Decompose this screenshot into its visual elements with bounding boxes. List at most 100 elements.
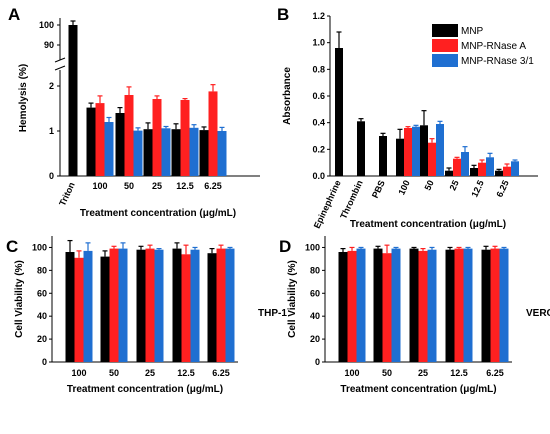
ytick-label-a: 0 — [49, 171, 54, 181]
panel-letter-b: B — [277, 5, 289, 24]
bar-d-mnp-rnase-a-4 — [490, 248, 500, 362]
xtick-label-b: Thrombin — [338, 179, 365, 221]
bar-d-mnp-rnase-3-1-0 — [356, 248, 366, 362]
ytick-label-a: 1 — [49, 126, 54, 136]
bar-a-mnp-3 — [143, 129, 153, 176]
bar-b-mnp-0 — [335, 48, 343, 176]
bar-a-mnp-rnase-3-1-2 — [133, 130, 143, 176]
xtick-label-c: 25 — [145, 368, 155, 378]
xtick-label-d: 25 — [418, 368, 428, 378]
bar-b-mnp-3 — [396, 138, 404, 176]
bar-c-mnp-0 — [65, 252, 75, 362]
y-axis-title-a: Hemolysis (%) — [18, 64, 29, 132]
panel-letter-c: C — [6, 237, 18, 256]
y-axis-title-c: Cell Viability (%) — [14, 260, 25, 338]
bar-b-mnp-rnase-a-6 — [478, 162, 486, 176]
xtick-label-a: 100 — [92, 181, 107, 191]
bar-d-mnp-0 — [338, 252, 348, 362]
x-axis-title-c: Treatment concentration (μg/mL) — [67, 384, 223, 395]
bar-a-mnp-0 — [68, 25, 78, 176]
bar-a-mnp-rnase-a-5 — [208, 91, 218, 176]
ytick-label-a: 90 — [44, 40, 54, 50]
cell-line-label-d: VERO — [526, 308, 550, 319]
ytick-label-c: 100 — [32, 242, 47, 252]
xtick-label-a: 25 — [152, 181, 162, 191]
bar-d-mnp-4 — [481, 249, 491, 362]
y-axis-title-d: Cell Viability (%) — [287, 260, 298, 338]
bar-a-mnp-rnase-3-1-1 — [104, 122, 114, 176]
bar-b-mnp-rnase-a-7 — [503, 166, 511, 176]
bar-c-mnp-rnase-a-4 — [216, 248, 226, 362]
x-axis-title-d: Treatment concentration (μg/mL) — [340, 384, 496, 395]
xtick-label-b: 100 — [396, 179, 411, 197]
ytick-label-b: 1.2 — [312, 11, 325, 21]
bar-d-mnp-1 — [373, 248, 383, 362]
bar-d-mnp-rnase-3-1-3 — [463, 248, 473, 362]
ytick-label-b: 0.6 — [312, 91, 325, 101]
xtick-label-b: Epinephrine — [312, 179, 343, 230]
legend-label: MNP-RNase A — [461, 41, 526, 52]
x-axis-title-a: Treatment concentration (μg/mL) — [80, 208, 236, 219]
bar-d-mnp-rnase-a-2 — [418, 250, 428, 362]
legend-label: MNP — [461, 26, 484, 37]
xtick-label-c: 50 — [109, 368, 119, 378]
ytick-label-a: 2 — [49, 81, 54, 91]
xtick-label-a: 6.25 — [204, 181, 222, 191]
bar-c-mnp-4 — [207, 253, 217, 362]
panel-letter-a: A — [8, 5, 20, 24]
xtick-label-b: PBS — [370, 179, 387, 200]
ytick-label-d: 20 — [310, 334, 320, 344]
xtick-label-d: 12.5 — [450, 368, 468, 378]
xtick-label-d: 100 — [344, 368, 359, 378]
ytick-label-c: 80 — [37, 265, 47, 275]
bar-b-mnp-rnase-3-1-5 — [461, 152, 469, 176]
bar-c-mnp-rnase-3-1-0 — [83, 250, 93, 362]
cell-line-label-c: THP-1 — [258, 308, 287, 319]
ytick-label-c: 0 — [42, 357, 47, 367]
bar-c-mnp-rnase-3-1-1 — [118, 248, 128, 362]
bar-a-mnp-1 — [86, 107, 96, 176]
bar-a-mnp-rnase-3-1-3 — [161, 128, 171, 176]
xtick-label-d: 6.25 — [486, 368, 504, 378]
bar-c-mnp-rnase-3-1-2 — [154, 249, 164, 362]
xtick-label-c: 6.25 — [212, 368, 230, 378]
bar-a-mnp-rnase-a-3 — [152, 99, 162, 176]
bar-a-mnp-rnase-a-4 — [180, 100, 190, 176]
ytick-label-b: 1.0 — [312, 38, 325, 48]
ytick-label-b: 0.0 — [312, 171, 325, 181]
xtick-label-a: 50 — [124, 181, 134, 191]
xtick-label-a: 12.5 — [176, 181, 194, 191]
ytick-label-c: 40 — [37, 311, 47, 321]
legend-label: MNP-RNase 3/1 — [461, 56, 534, 67]
bar-b-mnp-6 — [470, 168, 478, 176]
xtick-label-b: 6.25 — [494, 179, 510, 199]
bar-d-mnp-3 — [445, 249, 455, 362]
bar-b-mnp-rnase-3-1-6 — [486, 157, 494, 176]
bar-c-mnp-rnase-3-1-4 — [225, 248, 235, 362]
xtick-label-b: 50 — [423, 179, 436, 192]
ytick-label-d: 80 — [310, 265, 320, 275]
bar-b-mnp-1 — [357, 121, 365, 176]
bar-d-mnp-rnase-3-1-4 — [499, 248, 509, 362]
bar-c-mnp-2 — [136, 249, 146, 362]
bar-b-mnp-7 — [495, 170, 503, 176]
ytick-label-d: 0 — [315, 357, 320, 367]
ytick-label-b: 0.8 — [312, 64, 325, 74]
legend-swatch-mnp-rnase-3-1 — [432, 54, 458, 67]
bar-a-mnp-rnase-3-1-4 — [189, 127, 199, 176]
bar-c-mnp-rnase-a-2 — [145, 248, 155, 362]
bar-b-mnp-2 — [379, 136, 387, 176]
ytick-label-a: 100 — [39, 20, 54, 30]
bar-b-mnp-rnase-a-4 — [428, 142, 436, 176]
ytick-label-d: 60 — [310, 288, 320, 298]
xtick-label-b: 25 — [448, 179, 461, 192]
ytick-label-b: 0.2 — [312, 144, 325, 154]
xtick-label-d: 50 — [382, 368, 392, 378]
bar-c-mnp-rnase-3-1-3 — [190, 249, 200, 362]
bar-c-mnp-1 — [100, 256, 110, 362]
bar-c-mnp-rnase-a-0 — [74, 257, 84, 362]
ytick-label-d: 100 — [305, 242, 320, 252]
bar-b-mnp-rnase-a-3 — [404, 128, 412, 176]
legend-swatch-mnp-rnase-a — [432, 39, 458, 52]
